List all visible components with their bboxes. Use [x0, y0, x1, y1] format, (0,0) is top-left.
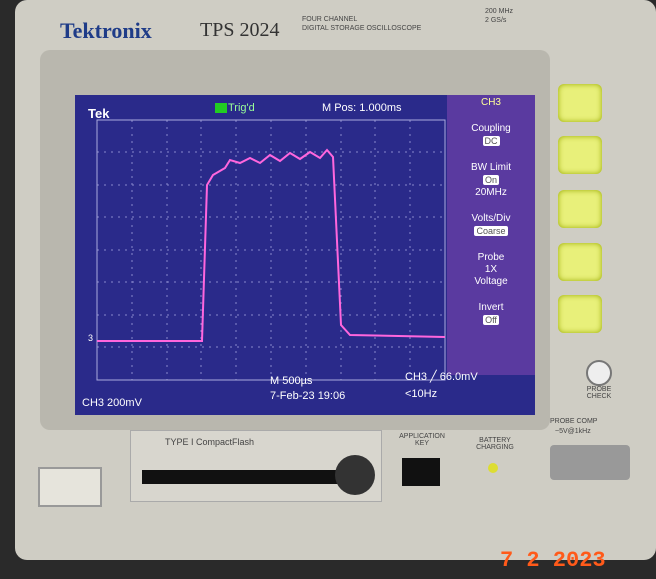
battery-label: BATTERY CHARGING — [474, 437, 516, 451]
probe-check-button[interactable] — [586, 360, 612, 386]
trigger-level: CH3 ╱ 66.0mV — [405, 370, 478, 383]
menu-title: CH3 — [447, 97, 535, 109]
menu-value: On — [483, 175, 499, 185]
menu-button[interactable] — [558, 190, 602, 228]
ch-scale: CH3 200mV — [82, 397, 142, 409]
channel-marker: 3 — [88, 333, 93, 343]
menu-value: 1X — [447, 264, 535, 276]
cf-label: TYPE I CompactFlash — [165, 437, 254, 447]
spec: 2 GS/s — [485, 17, 506, 24]
menu-button[interactable] — [558, 136, 602, 174]
photo-timestamp: 7 2 2023 — [500, 548, 606, 573]
menu-button[interactable] — [558, 295, 602, 333]
menu-label: BW Limit — [447, 162, 535, 174]
app-key-label: APPLICATION KEY — [392, 433, 452, 447]
menu-label: Probe — [447, 252, 535, 264]
battery-led — [488, 463, 498, 473]
desc: FOUR CHANNEL — [302, 16, 357, 23]
probe-comp-terminal — [550, 445, 630, 480]
menu-label: Coupling — [447, 123, 535, 135]
menu-label: Volts/Div — [447, 213, 535, 225]
menu-value: Coarse — [474, 226, 507, 236]
m-pos: M Pos: 1.000ms — [322, 102, 401, 114]
trig-status: Trig'd — [228, 102, 255, 114]
menu-value: Off — [483, 315, 499, 325]
model: TPS 2024 — [200, 19, 279, 42]
side-menu: CH3 Coupling DC BW Limit On 20MHz Volts/… — [447, 95, 535, 327]
cf-eject[interactable] — [335, 455, 375, 495]
spec: 200 MHz — [485, 8, 513, 15]
menu-value: Voltage — [447, 276, 535, 288]
timebase: M 500µs — [270, 375, 312, 387]
power-button[interactable] — [38, 467, 102, 507]
probe-comp-label: PROBE COMP — [550, 418, 597, 425]
date: 7-Feb-23 19:06 — [270, 390, 345, 402]
app-key-slot — [402, 458, 440, 486]
brand: Tektronix — [60, 18, 152, 44]
menu-button[interactable] — [558, 84, 602, 122]
probe-check-label: PROBE CHECK — [582, 386, 616, 400]
menu-button[interactable] — [558, 243, 602, 281]
trig-icon — [215, 103, 227, 113]
trigger-freq: <10Hz — [405, 388, 437, 400]
probe-comp-spec: ~5V@1kHz — [555, 428, 591, 435]
oscilloscope-photo: Tektronix TPS 2024 FOUR CHANNEL DIGITAL … — [0, 0, 656, 579]
menu-value: 20MHz — [447, 187, 535, 199]
menu-value: DC — [483, 136, 500, 146]
tek-label: Tek — [88, 106, 109, 121]
menu-label: Invert — [447, 302, 535, 314]
desc: DIGITAL STORAGE OSCILLOSCOPE — [302, 25, 421, 32]
